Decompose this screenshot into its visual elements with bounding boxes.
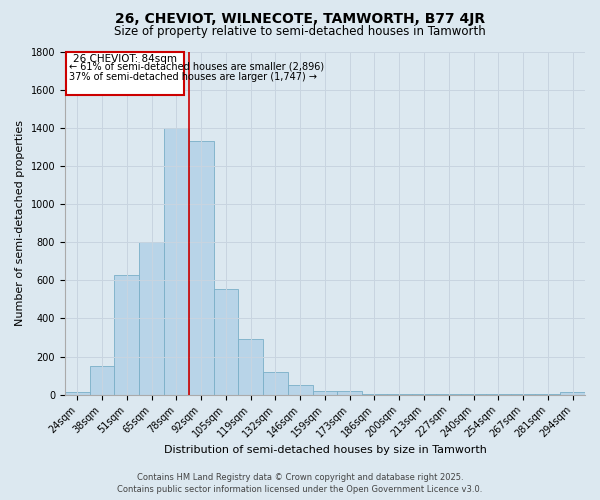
Text: 26 CHEVIOT: 84sqm: 26 CHEVIOT: 84sqm <box>73 54 177 64</box>
Bar <box>288 385 313 394</box>
Bar <box>189 141 214 395</box>
Bar <box>263 372 288 394</box>
Y-axis label: Number of semi-detached properties: Number of semi-detached properties <box>15 120 25 326</box>
Bar <box>65 392 89 394</box>
Bar <box>89 366 115 394</box>
Bar <box>139 242 164 394</box>
Bar <box>337 392 362 394</box>
Text: 26, CHEVIOT, WILNECOTE, TAMWORTH, B77 4JR: 26, CHEVIOT, WILNECOTE, TAMWORTH, B77 4J… <box>115 12 485 26</box>
Text: 37% of semi-detached houses are larger (1,747) →: 37% of semi-detached houses are larger (… <box>68 72 317 82</box>
Bar <box>560 392 585 394</box>
Bar <box>115 274 139 394</box>
Bar <box>238 340 263 394</box>
Bar <box>313 391 337 394</box>
Bar <box>214 289 238 395</box>
Bar <box>66 52 184 96</box>
Text: Contains HM Land Registry data © Crown copyright and database right 2025.
Contai: Contains HM Land Registry data © Crown c… <box>118 472 482 494</box>
X-axis label: Distribution of semi-detached houses by size in Tamworth: Distribution of semi-detached houses by … <box>164 445 487 455</box>
Text: ← 61% of semi-detached houses are smaller (2,896): ← 61% of semi-detached houses are smalle… <box>68 62 324 72</box>
Bar <box>164 128 189 394</box>
Text: Size of property relative to semi-detached houses in Tamworth: Size of property relative to semi-detach… <box>114 25 486 38</box>
